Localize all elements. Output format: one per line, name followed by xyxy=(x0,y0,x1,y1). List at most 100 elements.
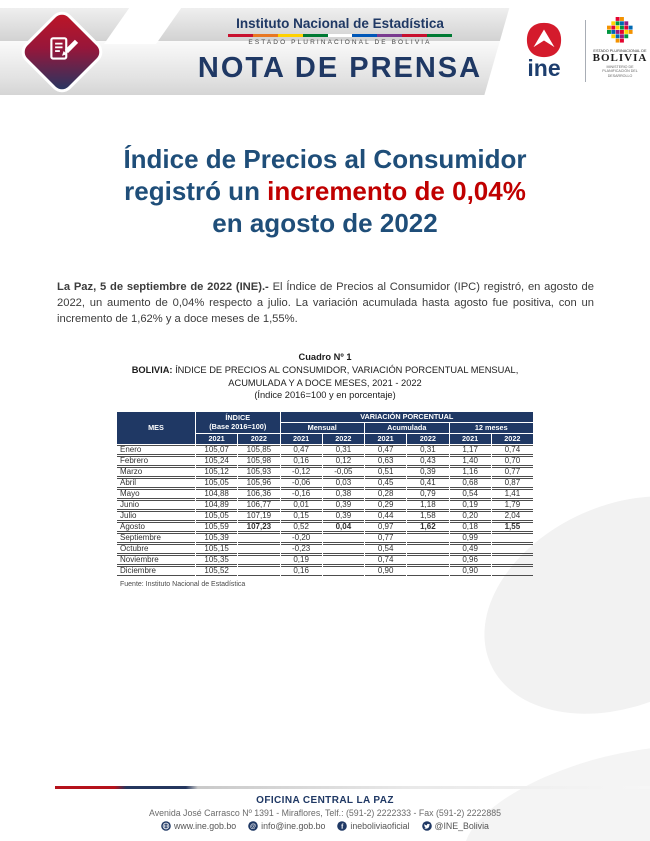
value-cell: 0,18 xyxy=(449,522,491,532)
value-cell: 0,47 xyxy=(280,445,322,455)
value-cell: 105,98 xyxy=(238,456,280,466)
month-cell: Junio xyxy=(117,500,195,510)
value-cell: 1,17 xyxy=(449,445,491,455)
value-cell: 0,43 xyxy=(407,456,449,466)
value-cell: 0,19 xyxy=(449,500,491,510)
month-cell: Septiembre xyxy=(117,533,195,543)
value-cell: 105,52 xyxy=(196,566,238,576)
value-cell: 105,12 xyxy=(196,467,238,477)
col-header-variacion: VARIACIÓN PORCENTUAL xyxy=(280,412,533,422)
table-row: Septiembre 105,39 -0,20 0,77 0,99 xyxy=(117,533,533,543)
value-cell: 1,62 xyxy=(407,522,449,532)
footer-address: Avenida José Carrasco Nº 1391 - Miraflor… xyxy=(148,808,502,818)
value-cell: -0,05 xyxy=(322,467,364,477)
value-cell: 0,39 xyxy=(322,500,364,510)
value-cell: 0,19 xyxy=(280,555,322,565)
svg-text:@: @ xyxy=(250,823,256,830)
value-cell xyxy=(238,533,280,543)
value-cell xyxy=(238,566,280,576)
value-cell: 0,15 xyxy=(280,511,322,521)
ine-logo-text: ine xyxy=(527,55,561,81)
value-cell: 0,54 xyxy=(365,544,407,554)
year-header: 2022 xyxy=(491,434,533,444)
value-cell: 0,96 xyxy=(449,555,491,565)
caption-title: BOLIVIA: ÍNDICE DE PRECIOS AL CONSUMIDOR… xyxy=(131,364,519,375)
col-header-mensual: Mensual xyxy=(280,423,364,433)
lead-paragraph: La Paz, 5 de septiembre de 2022 (INE).- … xyxy=(57,281,594,326)
value-cell: 0,38 xyxy=(322,489,364,499)
state-line: ESTADO PLURINACIONAL DE BOLIVIA xyxy=(248,38,432,46)
month-cell: Agosto xyxy=(117,522,195,532)
value-cell: 104,88 xyxy=(196,489,238,499)
value-cell: 0,54 xyxy=(449,489,491,499)
emblem-country-name: BOLIVIA xyxy=(592,52,648,64)
value-cell xyxy=(491,566,533,576)
value-cell: 105,35 xyxy=(196,555,238,565)
value-cell: 0,29 xyxy=(365,500,407,510)
value-cell: 0,20 xyxy=(449,511,491,521)
year-header: 2021 xyxy=(449,434,491,444)
document-pencil-icon xyxy=(45,33,79,72)
month-cell: Mayo xyxy=(117,489,195,499)
value-cell: 0,74 xyxy=(491,445,533,455)
value-cell xyxy=(407,544,449,554)
value-cell xyxy=(491,544,533,554)
dateline: La Paz, 5 de septiembre de 2022 (INE).- xyxy=(57,281,269,293)
value-cell: 0,52 xyxy=(280,522,322,532)
caption-number: Cuadro Nº 1 xyxy=(298,352,352,362)
value-cell: 0,03 xyxy=(322,478,364,488)
col-header-indice: ÍNDICE (Base 2016=100) xyxy=(196,412,280,433)
value-cell: -0,23 xyxy=(280,544,322,554)
value-cell: 0,99 xyxy=(449,533,491,543)
table-row: Noviembre 105,35 0,19 0,74 0,96 xyxy=(117,555,533,565)
month-cell: Octubre xyxy=(117,544,195,554)
value-cell: -0,12 xyxy=(280,467,322,477)
footer-divider-line xyxy=(55,786,650,789)
value-cell: 1,55 xyxy=(491,522,533,532)
value-cell xyxy=(407,555,449,565)
month-cell: Enero xyxy=(117,445,195,455)
title-line-3: en agosto de 2022 xyxy=(212,208,438,239)
month-cell: Julio xyxy=(117,511,195,521)
value-cell: 0,90 xyxy=(365,566,407,576)
table-row: Marzo 105,12 105,93 -0,12 -0,05 0,51 0,39 1,16 0… xyxy=(117,467,533,477)
value-cell xyxy=(238,544,280,554)
value-cell: 107,19 xyxy=(238,511,280,521)
value-cell: 0,16 xyxy=(280,456,322,466)
table-row: Octubre 105,15 -0,23 0,54 0,49 xyxy=(117,544,533,554)
ipc-table-head: MES ÍNDICE (Base 2016=100) VARIACIÓN POR… xyxy=(117,412,533,444)
table-row: Junio 104,89 106,77 0,01 0,39 0,29 1,18 0,19 1,7… xyxy=(117,500,533,510)
col-header-mes: MES xyxy=(117,412,195,444)
year-header: 2021 xyxy=(365,434,407,444)
value-cell: 105,05 xyxy=(196,478,238,488)
value-cell: 0,51 xyxy=(365,467,407,477)
facebook-icon: f xyxy=(337,821,348,831)
value-cell: 0,28 xyxy=(365,489,407,499)
value-cell: 0,74 xyxy=(365,555,407,565)
value-cell: 1,58 xyxy=(407,511,449,521)
table-row: Diciembre 105,52 0,16 0,90 0,90 xyxy=(117,566,533,576)
value-cell xyxy=(407,566,449,576)
table-row: Mayo 104,88 106,36 -0,16 0,38 0,28 0,79 0,54 1,4… xyxy=(117,489,533,499)
table-row: Enero 105,07 105,85 0,47 0,31 0,47 0,31 1,17 0,7… xyxy=(117,445,533,455)
value-cell: -0,06 xyxy=(280,478,322,488)
twitter-icon xyxy=(421,821,432,831)
value-cell: 105,96 xyxy=(238,478,280,488)
ipc-table: MES ÍNDICE (Base 2016=100) VARIACIÓN POR… xyxy=(116,411,534,577)
value-cell xyxy=(491,533,533,543)
value-cell: 1,18 xyxy=(407,500,449,510)
value-cell: 0,41 xyxy=(407,478,449,488)
value-cell: 105,85 xyxy=(238,445,280,455)
value-cell: 0,97 xyxy=(365,522,407,532)
table-row: Febrero 105,24 105,98 0,16 0,12 0,63 0,43 1,40 0… xyxy=(117,456,533,466)
emblem-state-line: ESTADO PLURINACIONAL DE xyxy=(593,49,647,53)
year-header: 2022 xyxy=(407,434,449,444)
multicolor-flag-strip xyxy=(228,34,453,37)
svg-text:f: f xyxy=(341,823,344,831)
table-row: Abril 105,05 105,96 -0,06 0,03 0,45 0,41 0,68 0,… xyxy=(117,478,533,488)
value-cell: 0,12 xyxy=(322,456,364,466)
table-source: Fuente: Instituto Nacional de Estadístic… xyxy=(120,581,246,588)
value-cell: 0,31 xyxy=(322,445,364,455)
value-cell: 0,31 xyxy=(407,445,449,455)
